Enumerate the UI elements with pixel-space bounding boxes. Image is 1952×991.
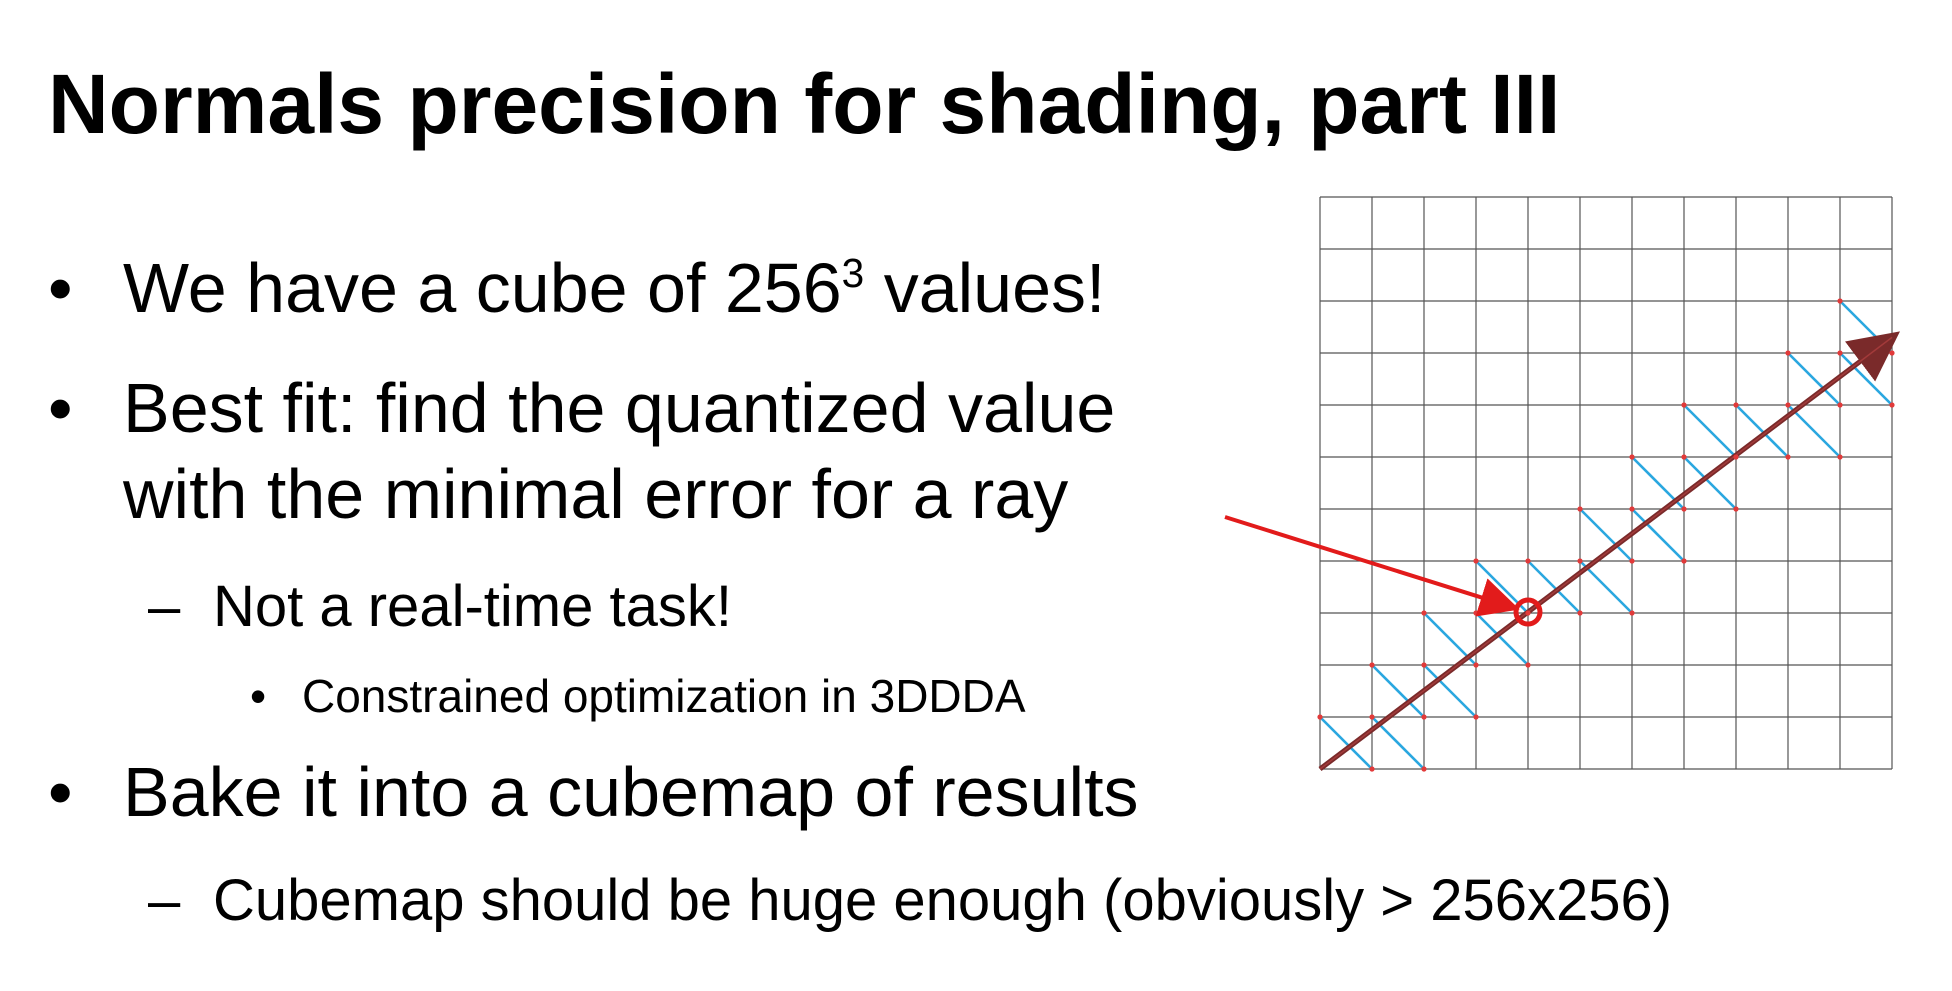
traversal-segment [1371,664,1425,718]
sample-point [1733,506,1739,512]
callout-arrow [1224,515,1520,617]
ray [1318,331,1900,771]
sample-point [1889,350,1895,356]
bullet-marker: • [48,753,73,831]
sample-point [1629,506,1635,512]
sample-point [1473,662,1479,668]
traversal-segment [1475,612,1529,666]
sample-point [1733,454,1739,460]
superscript-exponent: 3 [841,249,865,296]
traversal-segment [1839,352,1893,406]
sample-point [1421,766,1427,772]
traversal-segment [1423,664,1477,718]
bullet-marker: • [48,369,73,447]
sample-point [1837,454,1843,460]
sample-point [1577,506,1583,512]
sample-point [1525,610,1531,616]
traversal-segment [1787,352,1841,406]
sample-point [1473,610,1479,616]
sample-point [1681,558,1687,564]
bullet-text: We have a cube of 256 [123,249,842,327]
sample-point [1785,350,1791,356]
sample-point [1577,610,1583,616]
sample-point [1525,662,1531,668]
traversal-segment [1735,404,1789,458]
sample-point [1421,610,1427,616]
bullet-text-suffix: values! [864,249,1106,327]
sample-point [1473,714,1479,720]
sample-point [1733,402,1739,408]
sample-point [1421,714,1427,720]
sample-point [1317,714,1323,720]
callout [1224,515,1543,627]
sample-point [1369,714,1375,720]
sample-point [1369,766,1375,772]
sample-point [1837,350,1843,356]
sample-point [1681,454,1687,460]
sample-point [1525,558,1531,564]
sample-point [1577,558,1583,564]
sample-point [1369,662,1375,668]
bullet-text-line-1: Best fit: find the quantized value [123,369,1116,447]
sample-point [1629,454,1635,460]
traversal-segment [1579,508,1633,562]
traversal-segment [1787,404,1841,458]
bullet-marker: • [250,670,267,722]
sample-point [1785,402,1791,408]
bullet-marker: • [48,249,73,327]
sample-point [1681,506,1687,512]
sample-point [1421,662,1427,668]
traversal-segment [1683,456,1737,510]
traversal-segment [1319,716,1373,770]
traversal-segment [1579,560,1633,614]
sample-point [1629,558,1635,564]
traversal-segment [1527,560,1581,614]
sample-point [1837,402,1843,408]
bullet-text-line: We have a cube of 2563 values! [123,248,1106,329]
sample-point [1889,402,1895,408]
sample-point [1837,298,1843,304]
dash-marker: – [148,574,181,639]
sample-point [1473,558,1479,564]
traversal-segment [1683,404,1737,458]
bullet-text: Bake it into a cubemap of results [123,753,1139,831]
sample-point [1629,610,1635,616]
dash-marker: – [148,868,181,933]
sub-sub-bullet-text: Constrained optimization in 3DDDA [302,670,1026,722]
ray-line-highlight [1319,336,1893,770]
traversal-segment [1631,508,1685,562]
sample-point [1681,402,1687,408]
grid [1319,196,1893,770]
sub-bullet-text: Cubemap should be huge enough (obviously… [213,868,1673,933]
traversal-segments [1319,300,1893,770]
sub-bullet-text: Not a real-time task! [213,574,732,639]
bullet-text-line-2: with the minimal error for a ray [123,455,1069,533]
slide-title: Normals precision for shading, part III [48,57,1561,151]
sample-point [1785,454,1791,460]
